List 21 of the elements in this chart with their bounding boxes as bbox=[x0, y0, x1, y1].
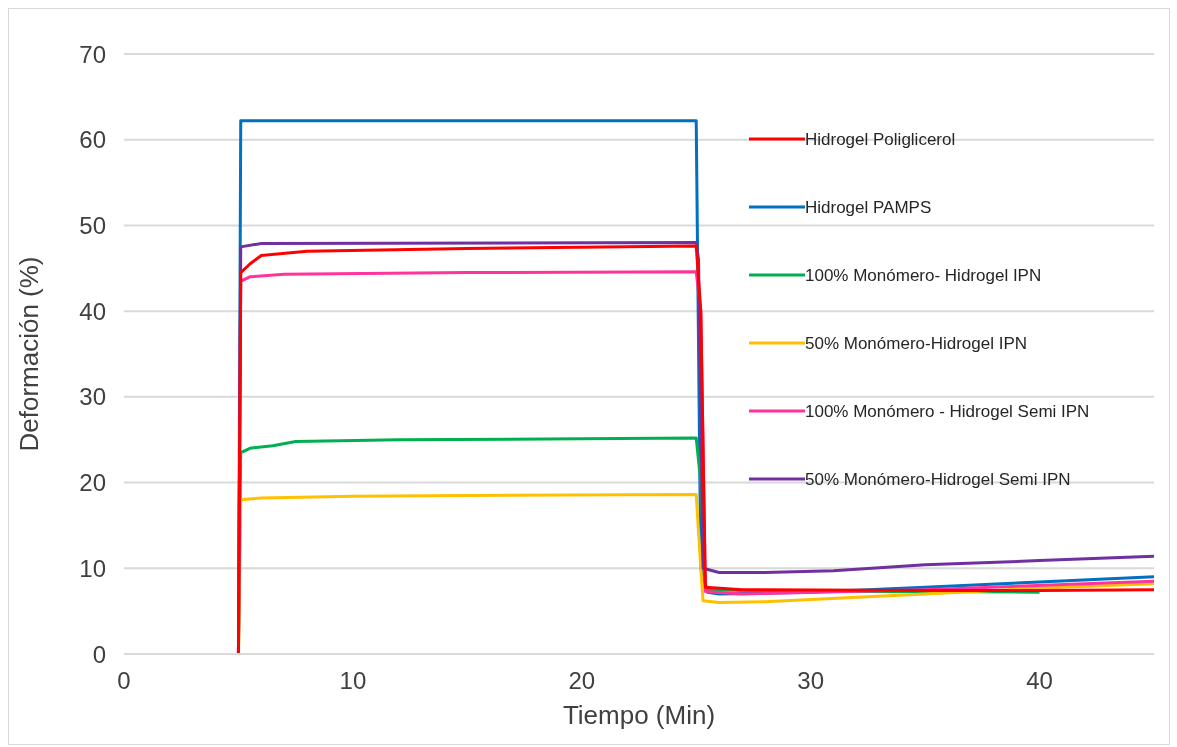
y-tick-label: 50 bbox=[79, 211, 106, 239]
y-tick-label: 40 bbox=[79, 297, 106, 325]
legend-label: 100% Monómero - Hidrogel Semi IPN bbox=[805, 401, 1091, 423]
y-tick-label: 60 bbox=[79, 126, 106, 154]
x-tick-label: 30 bbox=[797, 667, 825, 695]
x-tick-label: 10 bbox=[339, 667, 367, 695]
legend-label: 50% Monómero-Hidrogel Semi IPN bbox=[805, 469, 1072, 491]
y-tick-label: 20 bbox=[79, 469, 106, 497]
x-axis-title: Tiempo (Min) bbox=[562, 700, 716, 730]
x-tick-label: 40 bbox=[1026, 667, 1053, 695]
x-tick-label: 0 bbox=[117, 667, 131, 695]
y-tick-label: 30 bbox=[79, 383, 106, 411]
legend-label: Hidrogel Poliglicerol bbox=[805, 129, 957, 151]
x-tick-label: 20 bbox=[568, 667, 596, 695]
y-axis-title: Deformación (%) bbox=[14, 256, 45, 452]
legend-label: Hidrogel PAMPS bbox=[805, 197, 933, 219]
y-tick-label: 0 bbox=[92, 640, 106, 668]
legend-label: 100% Monómero- Hidrogel IPN bbox=[805, 265, 1043, 287]
y-tick-label: 70 bbox=[79, 40, 106, 68]
legend-label: 50% Monómero-Hidrogel IPN bbox=[805, 333, 1029, 355]
y-tick-label: 10 bbox=[79, 554, 106, 582]
